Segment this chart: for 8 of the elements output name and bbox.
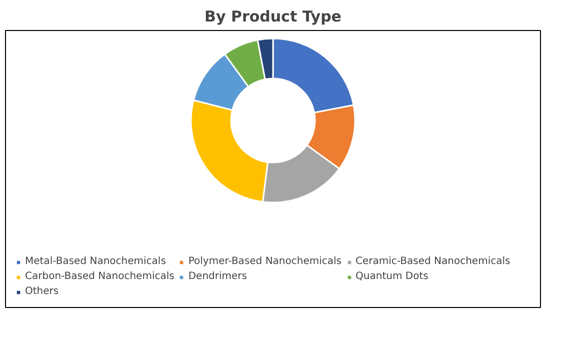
chart-title: By Product Type [204,8,342,26]
legend-label: Polymer-Based Nanochemicals [188,256,342,267]
legend-label: Carbon-Based Nanochemicals [25,271,174,282]
legend-label: Dendrimers [188,271,247,282]
legend-label: Metal-Based Nanochemicals [25,256,166,267]
legend-label: Quantum Dots [356,271,428,282]
legend-label: Ceramic-Based Nanochemicals [356,256,510,267]
legend-label: Others [25,286,59,297]
